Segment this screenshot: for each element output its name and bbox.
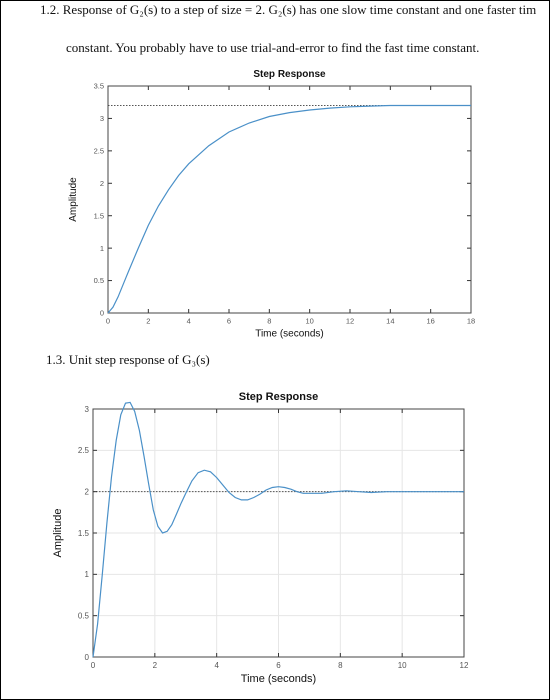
step-response-chart-1: 0 2 4 6 8 10 12 14 16 18 0 0.5 1 1.5 2 2.5 3 3.5 Step Resp…	[68, 69, 475, 340]
y-tick-label: 0.5	[94, 276, 104, 285]
step-response-chart-2: 0 2 4 6 8 10 12 0 0.5 1 1.5 2 2.5 3 Step Response Time …	[52, 391, 469, 685]
x-tick-label: 12	[460, 661, 469, 670]
x-tick-label: 0	[91, 661, 96, 670]
y-axis-label: Amplitude	[68, 177, 79, 222]
y-tick-label: 2.5	[94, 146, 104, 155]
plot-frame	[107, 85, 472, 314]
x-tick-label: 2	[153, 661, 158, 670]
x-tick-label: 6	[276, 661, 281, 670]
question-1-2-text-line2: constant. You probably have to use trial…	[66, 40, 480, 55]
question-1-2-text-line1: 1.2. Response of G₂(s) to a step of size…	[40, 2, 537, 17]
chart-title: Step Response	[253, 69, 326, 80]
y-tick-label: 2.5	[78, 446, 90, 455]
y-tick-label: 2	[85, 487, 90, 496]
y-tick-label: 3	[85, 405, 90, 414]
y-tick-label: 1.5	[94, 211, 104, 220]
y-tick-label: 1	[100, 244, 104, 253]
y-tick-label: 0.5	[78, 611, 90, 620]
y-tick-label: 1.5	[78, 529, 90, 538]
x-axis-label: Time (seconds)	[255, 329, 324, 340]
x-tick-label: 16	[426, 317, 434, 326]
x-axis-label: Time (seconds)	[241, 673, 316, 685]
x-tick-label: 8	[267, 317, 271, 326]
x-tick-label: 8	[338, 661, 343, 670]
y-axis-label: Amplitude	[52, 509, 64, 558]
x-tick-label: 10	[305, 317, 313, 326]
y-tick-label: 0	[100, 309, 104, 318]
question-1-3-text: 1.3. Unit step response of G₃(s)	[46, 352, 210, 367]
x-tick-label: 4	[214, 661, 219, 670]
x-tick-label: 12	[346, 317, 354, 326]
y-tick-label: 3	[100, 114, 104, 123]
y-tick-label: 3.5	[94, 82, 104, 91]
x-tick-label: 2	[146, 317, 150, 326]
x-tick-label: 4	[187, 317, 191, 326]
x-tick-label: 18	[467, 317, 475, 326]
plot-area	[108, 86, 471, 313]
x-tick-label: 14	[386, 317, 394, 326]
y-tick-label: 1	[85, 570, 90, 579]
series-line	[107, 104, 471, 314]
plot-frame	[92, 408, 465, 658]
y-tick-label: 2	[100, 179, 104, 188]
series-line	[92, 401, 464, 658]
x-tick-label: 10	[398, 661, 407, 670]
y-tick-label: 0	[85, 653, 90, 662]
x-tick-label: 0	[106, 317, 110, 326]
chart-title: Step Response	[239, 391, 318, 403]
x-tick-label: 6	[227, 317, 231, 326]
